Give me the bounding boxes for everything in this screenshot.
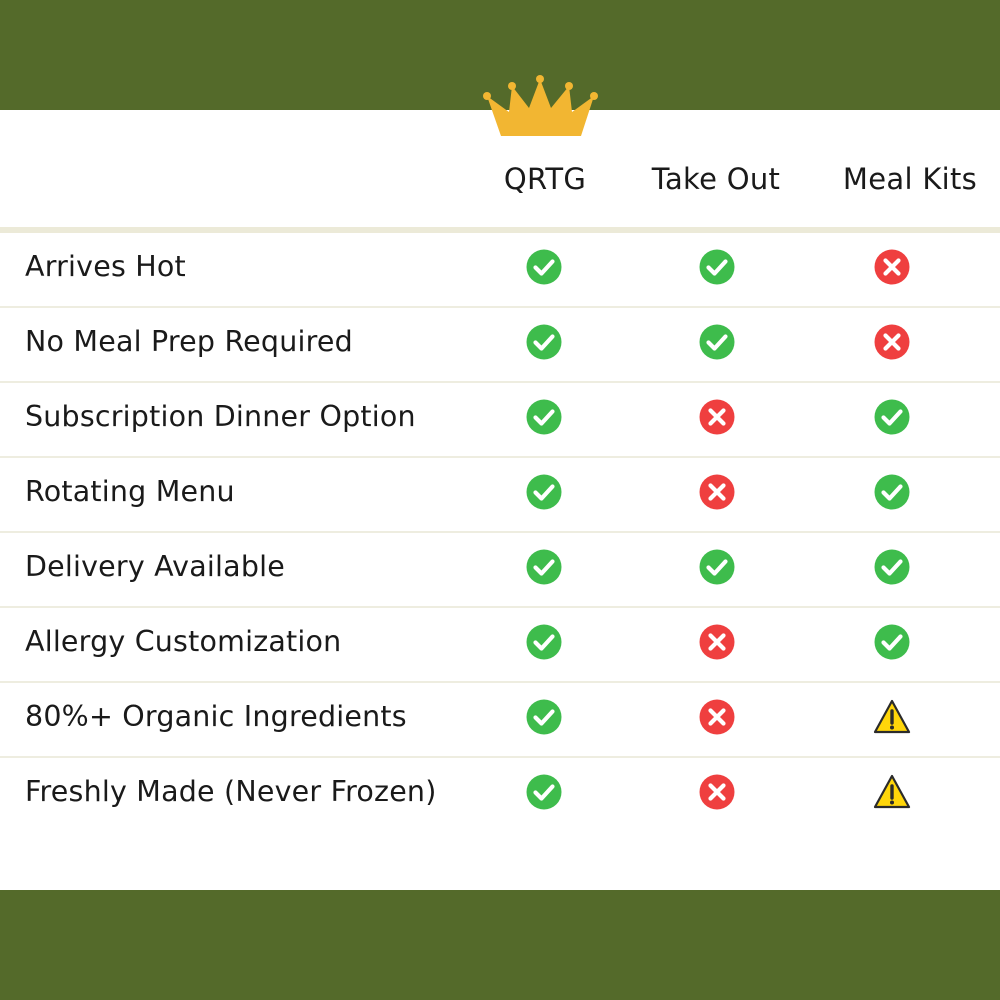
feature-label: Arrives Hot: [25, 250, 186, 283]
feature-label: Allergy Customization: [25, 625, 342, 658]
bottom-banner: [0, 890, 1000, 1000]
check-icon: [698, 323, 736, 361]
feature-label: Delivery Available: [25, 550, 285, 583]
check-icon: [525, 623, 563, 661]
cross-icon: [698, 773, 736, 811]
feature-label: Rotating Menu: [25, 475, 235, 508]
cross-icon: [873, 248, 911, 286]
column-header-meal-kits: Meal Kits: [842, 162, 978, 196]
warning-icon: [873, 698, 911, 736]
check-icon: [873, 623, 911, 661]
check-icon: [873, 398, 911, 436]
header-divider: [0, 227, 1000, 233]
check-icon: [525, 773, 563, 811]
table-row: Subscription Dinner Option: [0, 383, 1000, 458]
row-divider: [0, 531, 1000, 533]
feature-label: 80%+ Organic Ingredients: [25, 700, 407, 733]
top-banner: [0, 0, 1000, 110]
row-divider: [0, 681, 1000, 683]
table-row: Delivery Available: [0, 533, 1000, 608]
row-divider: [0, 756, 1000, 758]
feature-label: Freshly Made (Never Frozen): [25, 775, 437, 808]
cross-icon: [698, 623, 736, 661]
feature-label: No Meal Prep Required: [25, 325, 353, 358]
table-row: Arrives Hot: [0, 233, 1000, 308]
check-icon: [525, 323, 563, 361]
check-icon: [525, 548, 563, 586]
cross-icon: [698, 698, 736, 736]
column-header-take-out: Take Out: [651, 162, 781, 196]
crown-icon: [481, 74, 601, 138]
check-icon: [698, 548, 736, 586]
table-row: No Meal Prep Required: [0, 308, 1000, 383]
check-icon: [525, 473, 563, 511]
comparison-table: Arrives Hot No Meal Prep Required Subscrip…: [0, 233, 1000, 833]
cross-icon: [698, 398, 736, 436]
check-icon: [525, 248, 563, 286]
cross-icon: [873, 323, 911, 361]
cross-icon: [698, 473, 736, 511]
column-header-row: QRTG Take Out Meal Kits: [0, 140, 1000, 224]
feature-label: Subscription Dinner Option: [25, 400, 416, 433]
check-icon: [525, 398, 563, 436]
table-row: Allergy Customization: [0, 608, 1000, 683]
row-divider: [0, 456, 1000, 458]
warning-icon: [873, 773, 911, 811]
table-row: 80%+ Organic Ingredients: [0, 683, 1000, 758]
row-divider: [0, 306, 1000, 308]
table-row: Rotating Menu: [0, 458, 1000, 533]
row-divider: [0, 381, 1000, 383]
table-row: Freshly Made (Never Frozen): [0, 758, 1000, 833]
column-header-qrtg: QRTG: [503, 162, 587, 196]
check-icon: [873, 473, 911, 511]
check-icon: [525, 698, 563, 736]
check-icon: [698, 248, 736, 286]
row-divider: [0, 606, 1000, 608]
check-icon: [873, 548, 911, 586]
